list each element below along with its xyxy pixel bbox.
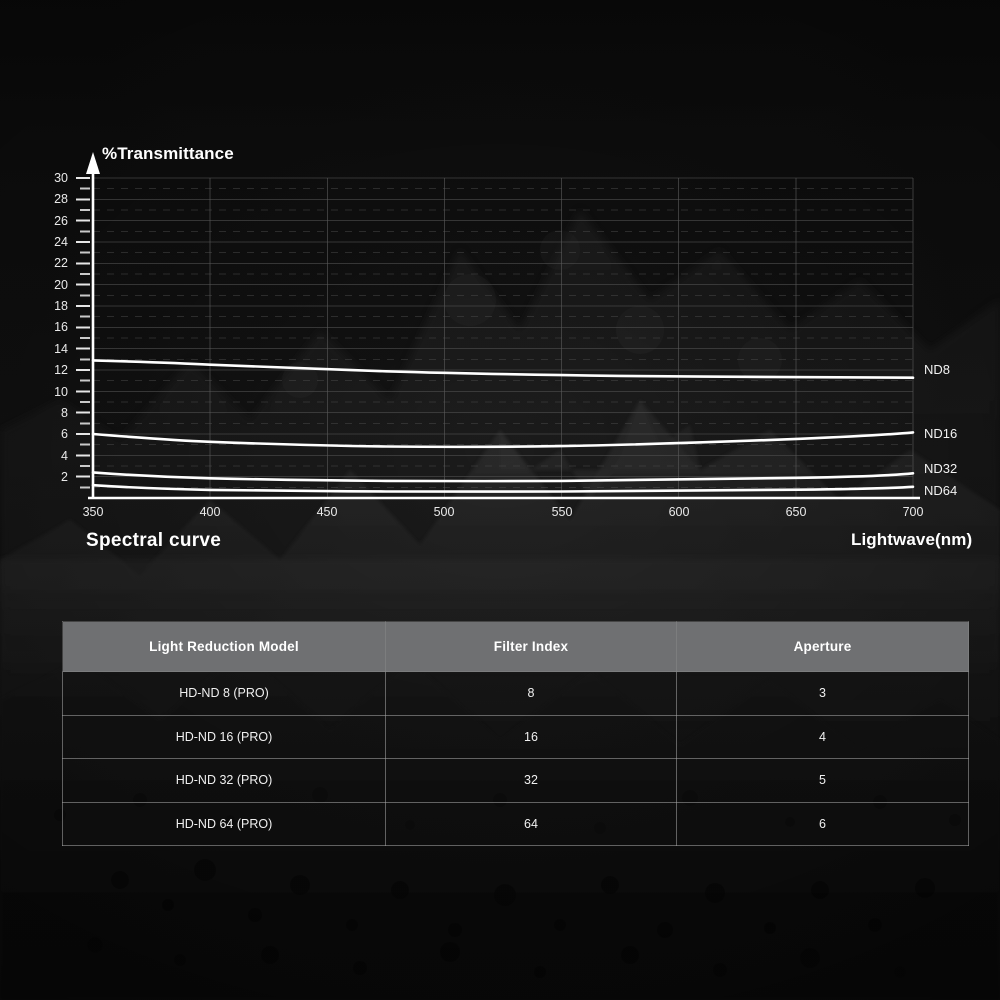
cell-model: HD-ND 64 (PRO): [62, 801, 386, 846]
cell-aperture: 6: [676, 801, 969, 846]
x-tick-label-350: 350: [82, 505, 104, 519]
y-tick-label-28: 28: [54, 192, 68, 206]
x-tick-label-400: 400: [199, 505, 221, 519]
series-label-nd8: ND8: [924, 362, 951, 377]
y-tick-label-10: 10: [54, 385, 68, 399]
table-row: HD-ND 64 (PRO) 64 6: [62, 801, 969, 846]
y-tick-label-22: 22: [54, 256, 68, 270]
series-label-nd16: ND16: [924, 426, 958, 441]
spectral-curve-chart: %Transmittance Spectral curve Lightwave(…: [54, 144, 973, 551]
cell-model: HD-ND 16 (PRO): [62, 714, 386, 759]
series-line-nd64: [91, 483, 915, 493]
cell-filter-index: 32: [385, 758, 677, 803]
y-tick-label-20: 20: [54, 278, 68, 292]
cell-filter-index: 16: [385, 714, 677, 759]
cell-aperture: 3: [676, 671, 969, 716]
y-tick-label-26: 26: [54, 214, 68, 228]
x-tick-label-650: 650: [785, 505, 807, 519]
series-label-nd32: ND32: [924, 461, 958, 476]
x-axis-title: Lightwave(nm): [851, 530, 973, 549]
y-tick-label-30: 30: [54, 171, 68, 185]
cell-model: HD-ND 32 (PRO): [62, 758, 386, 803]
y-tick-label-12: 12: [54, 363, 68, 377]
x-tick-label-500: 500: [433, 505, 455, 519]
table-row: HD-ND 32 (PRO) 32 5: [62, 758, 969, 803]
column-header-aperture: Aperture: [676, 621, 969, 672]
chart-caption: Spectral curve: [86, 530, 222, 551]
specification-table: Light Reduction Model Filter Index Apert…: [62, 621, 969, 846]
y-axis-title: %Transmittance: [102, 144, 234, 163]
y-tick-label-14: 14: [54, 342, 68, 356]
column-header-model: Light Reduction Model: [62, 621, 386, 672]
y-tick-label-16: 16: [54, 320, 68, 334]
y-tick-label-18: 18: [54, 299, 68, 313]
cell-aperture: 4: [676, 714, 969, 759]
table-row: HD-ND 16 (PRO) 16 4: [62, 714, 969, 759]
x-tick-label-700: 700: [902, 505, 924, 519]
y-tick-label-6: 6: [61, 427, 68, 441]
x-tick-label-600: 600: [668, 505, 690, 519]
cell-filter-index: 64: [385, 801, 677, 846]
y-tick-label-2: 2: [61, 470, 68, 484]
cell-model: HD-ND 8 (PRO): [62, 671, 386, 716]
x-tick-label-550: 550: [551, 505, 573, 519]
cell-filter-index: 8: [385, 671, 677, 716]
x-tick-label-450: 450: [316, 505, 338, 519]
column-header-filter-index: Filter Index: [385, 621, 677, 672]
y-tick-label-24: 24: [54, 235, 68, 249]
table-row: HD-ND 8 (PRO) 8 3: [62, 671, 969, 716]
series-line-nd8: [91, 359, 915, 379]
series-label-nd64: ND64: [924, 483, 958, 498]
y-axis: [86, 152, 100, 498]
cell-aperture: 5: [676, 758, 969, 803]
table-header-row: Light Reduction Model Filter Index Apert…: [62, 621, 969, 672]
y-tick-label-8: 8: [61, 406, 68, 420]
chart-canvas: [76, 152, 920, 500]
y-tick-label-4: 4: [61, 449, 68, 463]
